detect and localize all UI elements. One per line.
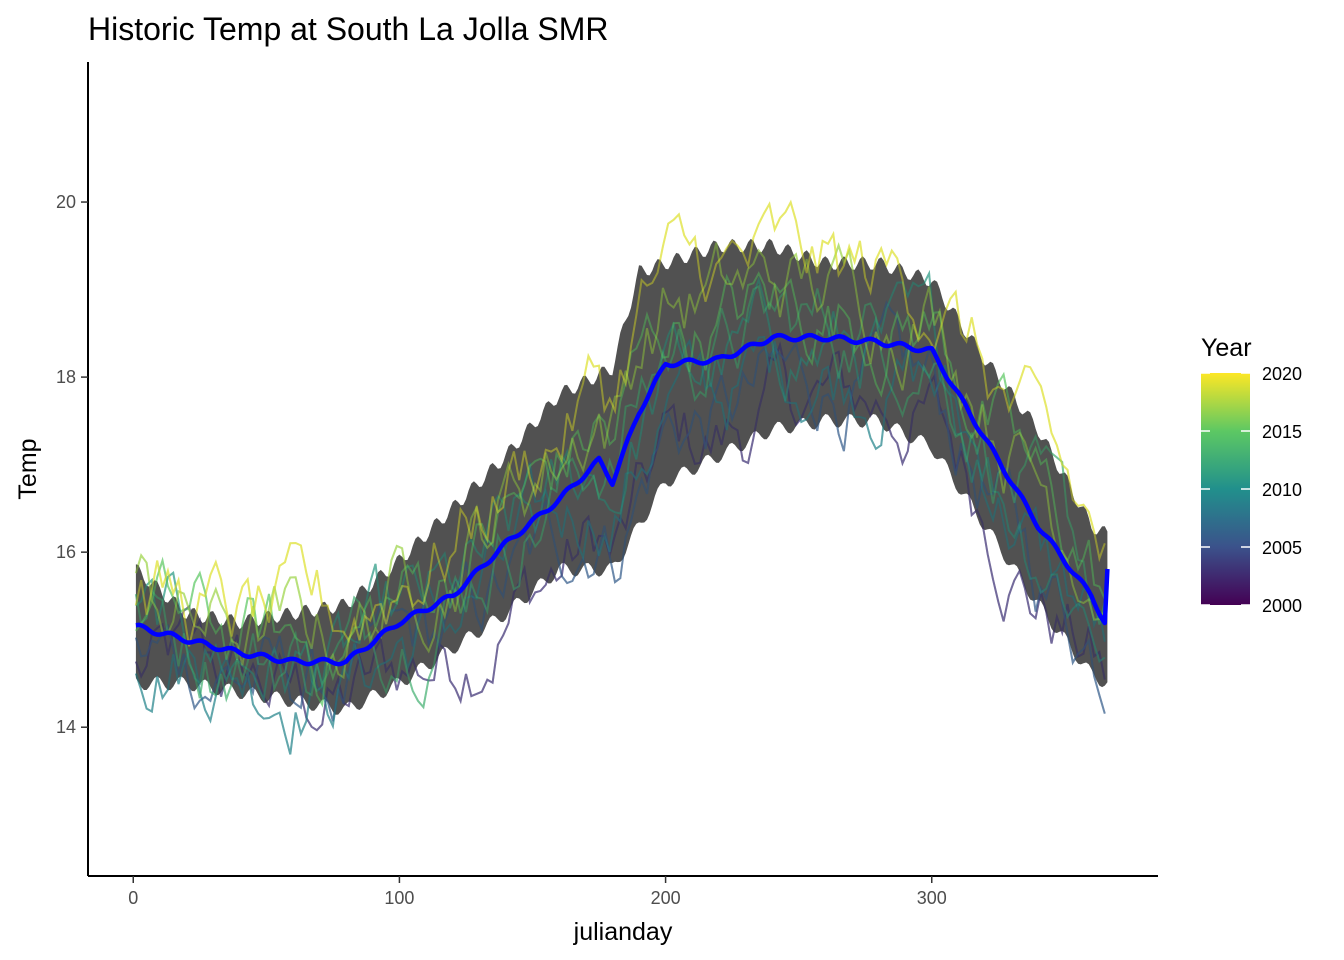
x-axis-ticks: 0 100 200 300 xyxy=(128,876,947,908)
x-tick-label: 0 xyxy=(128,888,138,908)
x-tick-label: 300 xyxy=(917,888,947,908)
x-axis-title: julianday xyxy=(573,918,673,946)
x-tick-label: 200 xyxy=(651,888,681,908)
y-axis-ticks: 14 16 18 20 xyxy=(56,192,88,737)
legend-tick-label: 2005 xyxy=(1262,538,1302,558)
y-tick-label: 18 xyxy=(56,367,76,387)
y-tick-label: 20 xyxy=(56,192,76,212)
mean-temp-line xyxy=(135,332,1110,667)
series-line-overlay-2006 xyxy=(134,300,1106,722)
range-ribbon xyxy=(135,238,1108,715)
chart-title: Historic Temp at South La Jolla SMR xyxy=(88,11,609,47)
legend-tick-label: 2020 xyxy=(1262,364,1302,384)
legend-tick-label: 2010 xyxy=(1262,480,1302,500)
series-line-overlay-2011 xyxy=(135,269,1106,703)
legend-tick-label: 2000 xyxy=(1262,596,1302,616)
series-line-overlay-2003 xyxy=(134,341,1106,732)
series-line-overlay-2015 xyxy=(135,271,1106,708)
x-tick-label: 100 xyxy=(384,888,414,908)
y-tick-label: 14 xyxy=(56,717,76,737)
legend-title: Year xyxy=(1201,334,1252,362)
legend-tick-label: 2015 xyxy=(1262,422,1302,442)
legend: Year 2000 2005 2010 2015 2020 xyxy=(1201,334,1302,616)
y-axis-title: Temp xyxy=(14,438,42,499)
y-tick-label: 16 xyxy=(56,542,76,562)
legend-ticks: 2000 2005 2010 2015 2020 xyxy=(1201,364,1302,616)
series-line-overlay-2019 xyxy=(134,199,1106,647)
series-line-overlay-2017 xyxy=(134,242,1106,680)
